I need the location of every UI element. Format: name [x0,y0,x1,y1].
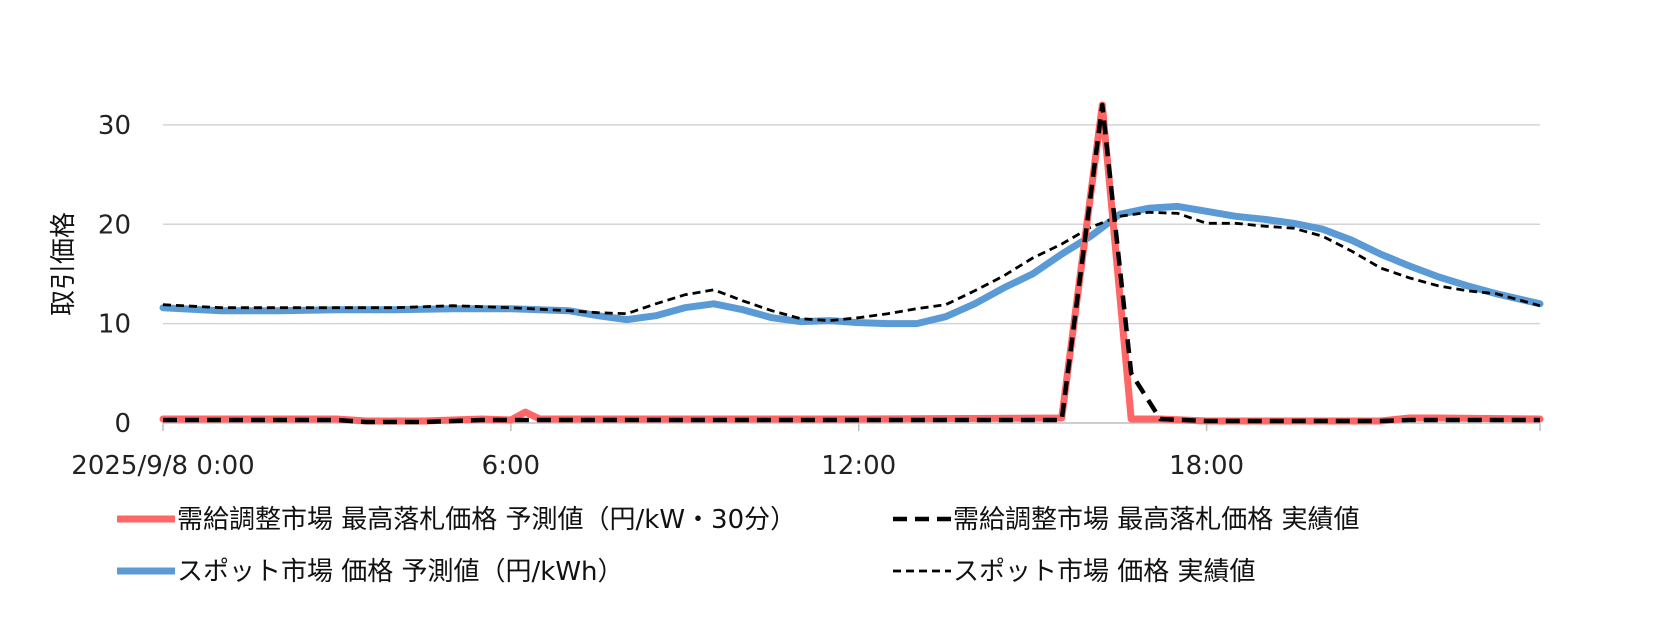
series-lines [159,101,1544,425]
x-tick-label: 2025/9/8 0:00 [71,451,254,481]
legend: 需給調整市場 最高落札価格 予測値（円/kW・30分） 需給調整市場 最高落札価格… [117,505,1360,587]
series-line-1 [163,102,1540,425]
legend-label: スポット市場 価格 実績値 [953,557,1256,587]
y-axis-label: 取引価格 [49,212,79,316]
x-tick-label: 18:00 [1169,451,1244,481]
y-tick-label: 20 [98,210,131,240]
legend-label: 需給調整市場 最高落札価格 実績値 [953,505,1360,535]
series-line-2 [159,202,1544,328]
x-tick-label: 6:00 [482,451,540,481]
y-tick-label: 0 [114,409,131,439]
x-tick-label: 12:00 [821,451,896,481]
y-tick-label: 10 [98,310,131,340]
legend-label: スポット市場 価格 予測値（円/kWh） [177,557,624,587]
legend-label: 需給調整市場 最高落札価格 予測値（円/kW・30分） [177,505,796,535]
tick-labels: 0 10 20 30 2025/9/8 0:00 6:00 12:00 18:00 [71,111,1244,481]
series-line-0 [159,101,1544,425]
gridlines [163,124,1540,325]
y-tick-label: 30 [98,111,131,141]
series-line-3 [162,210,1541,323]
